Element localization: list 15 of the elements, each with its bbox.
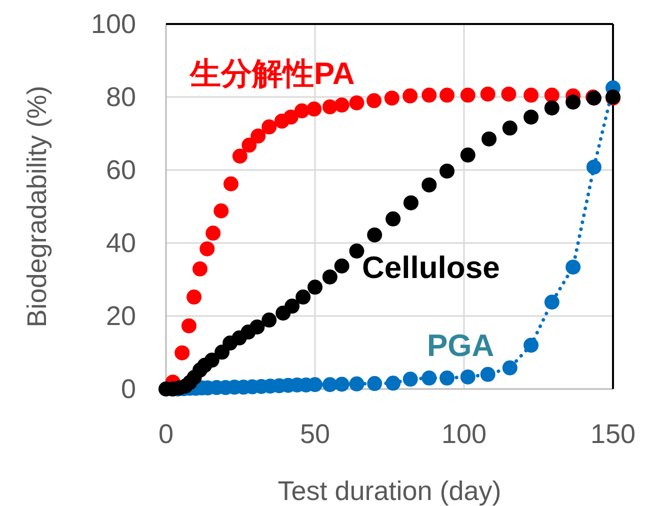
series-label: 生分解性PA (189, 56, 355, 91)
y-tick-label: 60 (106, 155, 136, 185)
x-tick-label: 150 (590, 419, 636, 449)
x-tick-label: 0 (158, 419, 174, 449)
y-axis-title: Biodegradability (%) (22, 86, 52, 328)
y-tick-label: 20 (106, 301, 136, 331)
y-tick-label: 80 (106, 82, 136, 112)
series-label: Cellulose (362, 250, 500, 285)
x-tick-label: 50 (300, 419, 330, 449)
y-tick-label: 100 (90, 9, 136, 39)
y-tick-label: 40 (106, 228, 136, 258)
y-tick-label: 0 (120, 374, 136, 404)
series-label: PGA (427, 328, 494, 363)
x-tick-label: 100 (441, 419, 487, 449)
x-axis-title: Test duration (day) (278, 476, 502, 506)
